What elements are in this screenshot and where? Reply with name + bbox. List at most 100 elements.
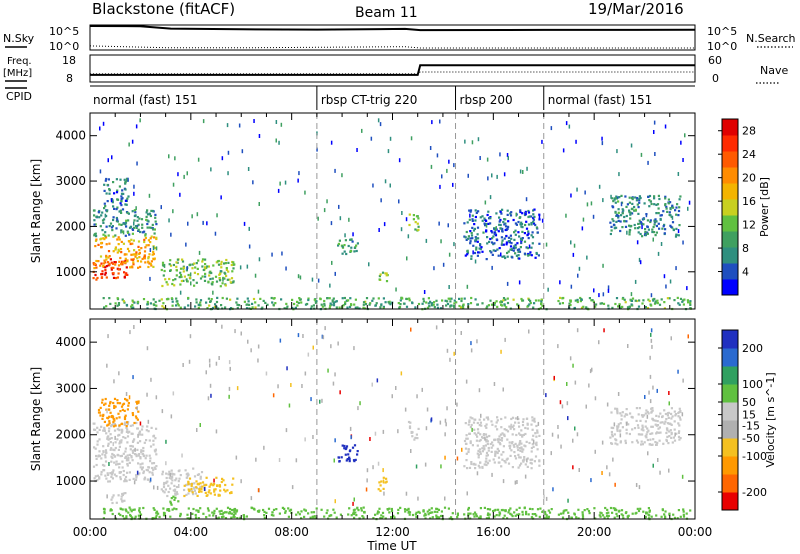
velocity-cell [177,480,180,483]
power-cell [365,297,369,300]
power-cell [648,199,651,202]
velocity-cell [636,441,640,444]
colorbar-tick-label: 28 [742,125,756,138]
power-cell [146,222,149,226]
power-cell [520,221,523,224]
power-speckle [196,212,199,217]
velocity-cell [656,424,660,427]
velocity-cell [672,513,675,516]
power-cell [141,226,144,229]
velocity-cell [149,457,152,460]
power-cell [189,263,192,266]
power-cell [519,246,522,249]
power-cell [106,183,109,187]
power-cell [154,213,157,216]
power-speckle [177,172,179,177]
velocity-cell [417,427,420,430]
velocity-cell [95,457,98,460]
power-cell [617,216,620,219]
power-cell [666,297,669,300]
velocity-cell [193,475,197,478]
velocity-cell [676,517,679,520]
power-cell [621,226,624,229]
velocity-cell [435,507,438,510]
velocity-speckle [304,371,307,376]
velocity-cell [175,485,179,489]
power-cell [630,303,633,306]
velocity-cell [110,447,113,450]
power-cell [510,237,513,240]
power-cell [668,211,671,214]
power-cell [356,242,359,245]
velocity-cell [124,508,128,511]
power-cell [530,254,533,257]
velocity-cell [346,458,349,461]
velocity-cell [228,510,231,514]
velocity-cell [231,483,234,486]
velocity-cell [118,402,122,405]
power-cell [463,235,466,238]
colorbar-tick-label: -50 [742,432,760,445]
power-cell [506,297,509,300]
power-cell [500,212,503,215]
velocity-cell [521,513,524,516]
velocity-cell [487,512,490,515]
velocity-cell [175,491,178,494]
freq-series-line [90,64,695,76]
power-cell [446,300,449,303]
velocity-cell [530,467,533,470]
velocity-cell [130,432,133,435]
velocity-cell [119,476,122,479]
power-cell [126,179,129,182]
power-cell [343,296,346,300]
power-speckle [573,243,576,248]
velocity-cell [126,408,129,411]
velocity-cell [194,516,198,519]
power-cell [315,300,318,303]
velocity-cell [485,440,488,443]
velocity-cell [170,482,173,485]
power-cell [678,224,681,227]
power-cell [514,252,517,255]
velocity-cell [516,513,519,516]
velocity-cell [523,456,526,459]
power-cell [195,301,198,304]
power-speckle [190,281,192,286]
velocity-cell [136,448,139,451]
power-cell [611,205,614,208]
power-cell [147,239,150,242]
velocity-cell [209,483,212,486]
velocity-speckle [221,324,223,329]
velocity-cell [492,510,495,513]
power-cell [179,267,183,270]
velocity-cell [651,417,654,420]
velocity-cell [616,425,619,428]
power-cell [115,227,118,230]
velocity-cell [648,510,651,513]
power-cell [103,306,106,309]
power-cell [429,300,432,303]
velocity-cell [111,452,114,456]
power-cell [104,179,107,182]
velocity-cell [607,511,610,514]
velocity-cell [133,453,137,456]
velocity-speckle [410,327,412,332]
velocity-cell [105,451,108,454]
velocity-speckle [240,331,242,336]
power-speckle [316,147,318,152]
power-cell [332,304,336,307]
velocity-cell [109,400,112,404]
velocity-cell [128,506,131,509]
velocity-cell [626,413,629,416]
power-speckle [576,187,578,192]
velocity-cell [265,511,268,514]
power-cell [644,234,647,237]
velocity-cell [222,515,225,518]
power-cell [382,305,385,308]
velocity-cell [593,507,596,510]
velocity-cell [109,509,112,512]
power-cell [483,222,486,225]
velocity-cell [624,441,627,445]
power-cell [647,228,650,231]
power-cell [509,245,513,248]
